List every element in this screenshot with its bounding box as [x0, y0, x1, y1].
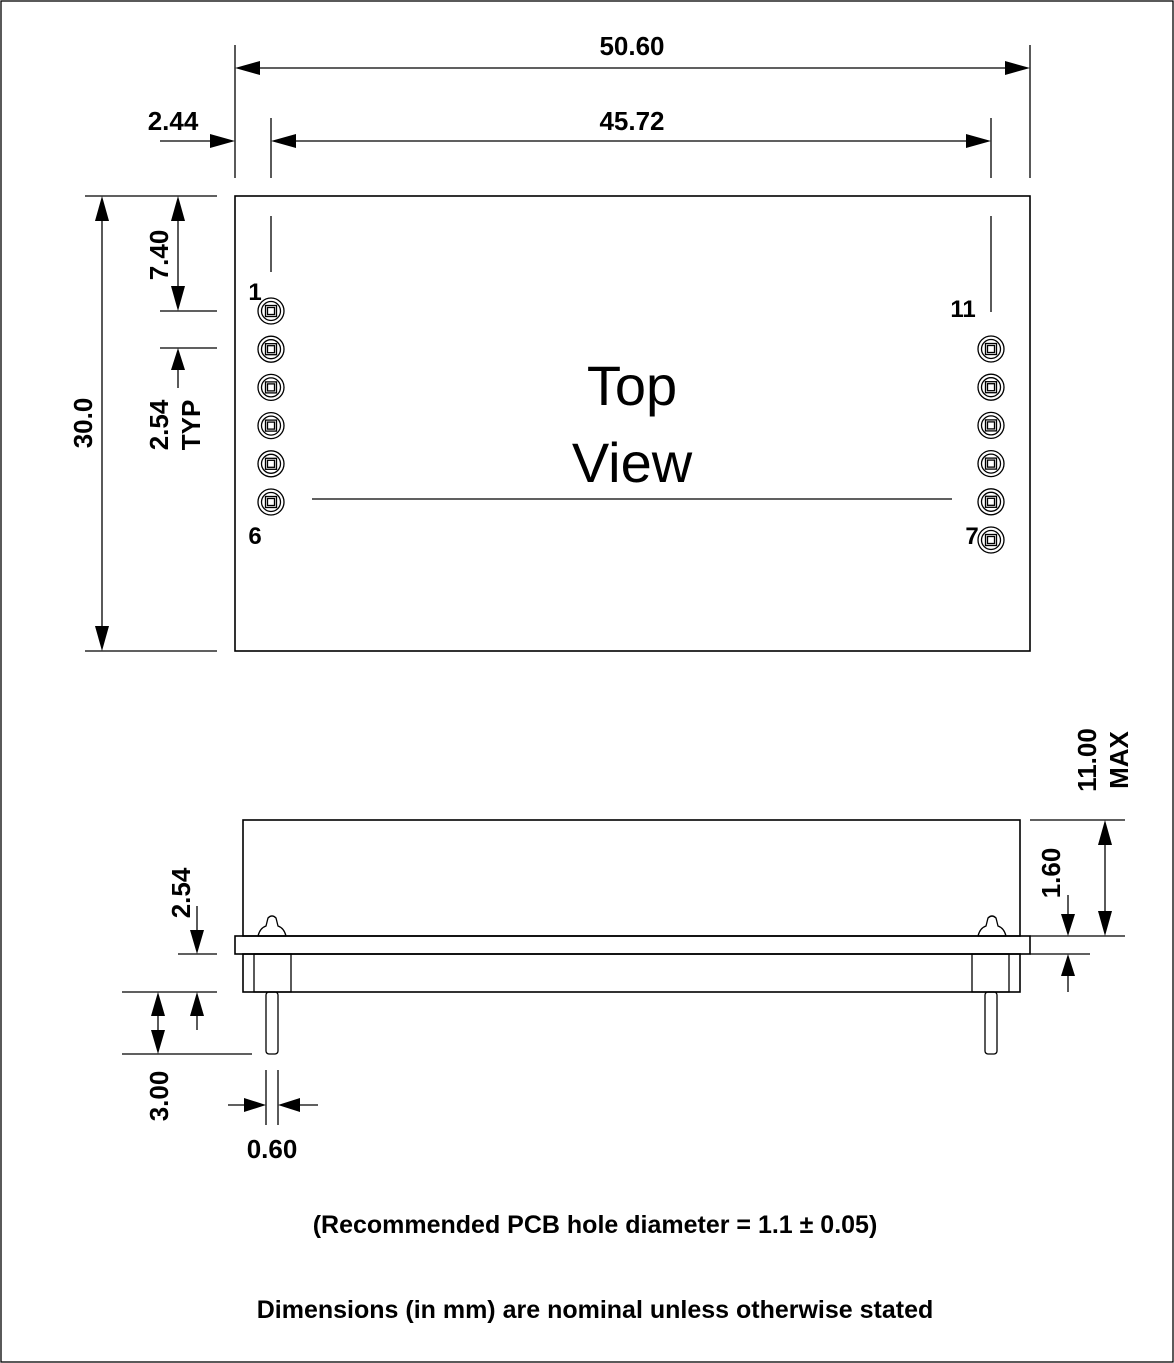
- dim-max-height: 11.00 MAX: [1030, 728, 1134, 937]
- dim-max-height-note: MAX: [1104, 730, 1134, 788]
- pin-pad-right-2: [977, 373, 1005, 401]
- top-view: 50.60 45.72 2.44 30.0: [68, 31, 1031, 652]
- pin-label-1: 1: [248, 279, 261, 306]
- dim-pin-length: 3.00: [122, 992, 252, 1121]
- pin-label-7: 7: [965, 523, 978, 550]
- pin-pad-right-6: [977, 526, 1005, 554]
- module-body-lower: [242, 953, 1021, 993]
- side-view: 11.00 MAX 1.60 2.54 3.0: [122, 728, 1134, 1164]
- standoff-left: [253, 953, 292, 993]
- dim-top-offset: 7.40: [144, 196, 217, 312]
- dim-max-height-label: 11.00: [1072, 728, 1102, 792]
- note-pcb-hole: (Recommended PCB hole diameter = 1.1 ± 0…: [313, 1211, 878, 1239]
- dim-height-label: 30.0: [68, 398, 98, 449]
- solder-joint-left: [257, 915, 287, 937]
- pcb-board: [234, 935, 1031, 955]
- top-view-label-line2: View: [572, 431, 693, 494]
- dim-overall-width: 50.60: [235, 31, 1030, 75]
- dim-edge-offset: 2.44: [148, 106, 235, 148]
- dim-height: 30.0: [68, 195, 217, 652]
- standoff-right: [971, 953, 1010, 993]
- pin-right: [984, 991, 998, 1055]
- pin-pad-left-6: [257, 488, 285, 516]
- pin-pad-right-3: [977, 411, 1005, 440]
- dim-overall-width-label: 50.60: [599, 31, 664, 61]
- pin-pad-left-3: [257, 373, 285, 402]
- pin-pad-left-4: [257, 411, 285, 440]
- dim-pitch-note: TYP: [176, 400, 206, 451]
- pin-left: [265, 991, 279, 1055]
- dim-standoff-label: 2.54: [166, 867, 196, 918]
- module-outline-top: [234, 195, 1031, 652]
- pin-pad-left-5: [257, 450, 285, 478]
- pin-label-11: 11: [950, 296, 975, 323]
- solder-joint-right: [977, 915, 1007, 937]
- pin-label-6: 6: [248, 523, 261, 550]
- pin-pad-right-1: [977, 335, 1005, 363]
- pins-right-column: [977, 335, 1005, 554]
- dim-standoff: 2.54: [122, 867, 217, 1030]
- dim-pin-span: 45.72: [271, 106, 991, 148]
- pin-pad-right-4: [977, 449, 1005, 478]
- pin-pad-right-5: [977, 488, 1005, 516]
- dim-board-thickness: 1.60: [1030, 848, 1090, 992]
- pin-pad-left-2: [257, 335, 285, 363]
- pin-pad-left-1: [257, 297, 285, 325]
- dim-pin-diameter: 0.60: [228, 1070, 318, 1164]
- module-body-upper: [242, 819, 1021, 937]
- dim-edge-offset-label: 2.44: [148, 106, 199, 136]
- top-view-label-line1: Top: [587, 354, 677, 417]
- dim-pin-length-label: 3.00: [144, 1071, 174, 1122]
- dim-pitch-label: 2.54: [144, 399, 174, 450]
- dim-top-offset-label: 7.40: [144, 230, 174, 281]
- dim-pin-span-label: 45.72: [599, 106, 664, 136]
- dim-pitch: 2.54 TYP: [144, 347, 217, 451]
- note-dimensions: Dimensions (in mm) are nominal unless ot…: [257, 1296, 934, 1324]
- dim-pin-diameter-label: 0.60: [247, 1134, 298, 1164]
- dim-board-thickness-label: 1.60: [1036, 848, 1066, 899]
- pins-left-column: [257, 297, 285, 516]
